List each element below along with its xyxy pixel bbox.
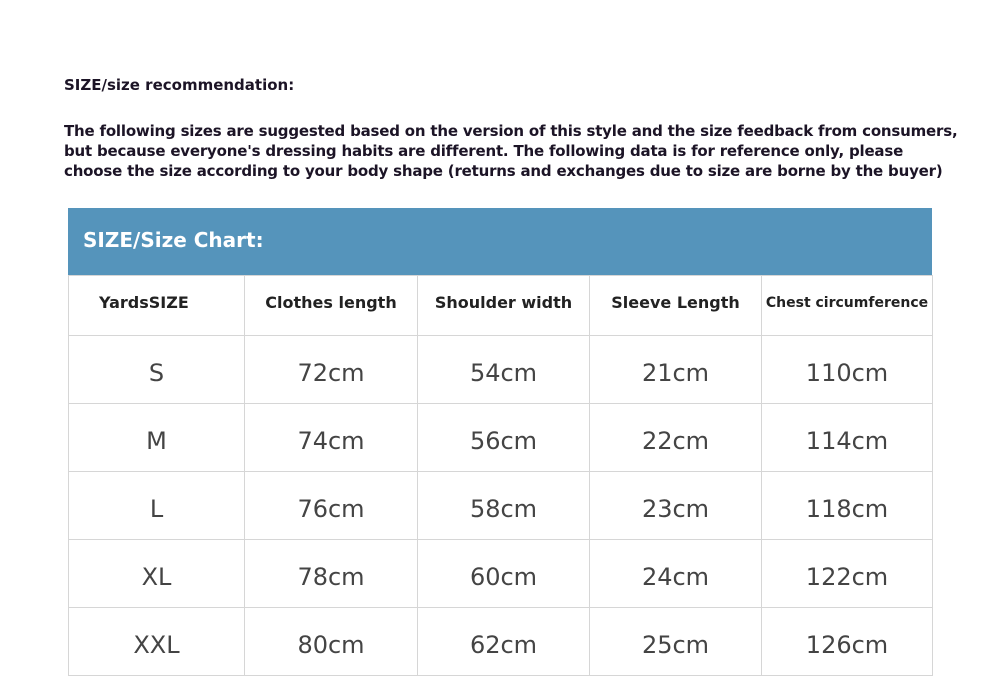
size-cell: XXL [68, 607, 245, 676]
table-row: M 74cm 56cm 22cm 114cm [68, 403, 933, 472]
measurement-cell: 126cm [761, 607, 933, 676]
table-row: L 76cm 58cm 23cm 118cm [68, 471, 933, 540]
table-row: XXL 80cm 62cm 25cm 126cm [68, 607, 933, 676]
size-cell: XL [68, 539, 245, 608]
measurement-cell: 24cm [589, 539, 762, 608]
intro-line: but because everyone's dressing habits a… [64, 142, 904, 160]
measurement-cell: 56cm [417, 403, 590, 472]
measurement-cell: 22cm [589, 403, 762, 472]
header-row: YardsSIZE Clothes length Shoulder width … [68, 275, 933, 336]
page-title: SIZE/size recommendation: [64, 76, 295, 94]
measurement-cell: 118cm [761, 471, 933, 540]
table-row: S 72cm 54cm 21cm 110cm [68, 335, 933, 404]
size-cell: L [68, 471, 245, 540]
column-header: Sleeve Length [589, 275, 762, 336]
column-header: Chest circumference [761, 275, 933, 336]
measurement-cell: 78cm [244, 539, 418, 608]
column-header: Shoulder width [417, 275, 590, 336]
measurement-cell: 74cm [244, 403, 418, 472]
intro-line: The following sizes are suggested based … [64, 122, 958, 140]
intro-line: choose the size according to your body s… [64, 162, 943, 180]
measurement-cell: 110cm [761, 335, 933, 404]
column-header: Clothes length [244, 275, 418, 336]
size-chart-banner: SIZE/Size Chart: [68, 208, 932, 275]
measurement-cell: 80cm [244, 607, 418, 676]
measurement-cell: 23cm [589, 471, 762, 540]
table-row: XL 78cm 60cm 24cm 122cm [68, 539, 933, 608]
size-table: YardsSIZE Clothes length Shoulder width … [68, 275, 933, 676]
intro-text: The following sizes are suggested based … [64, 121, 958, 181]
size-cell: S [68, 335, 245, 404]
measurement-cell: 58cm [417, 471, 590, 540]
size-chart: SIZE/Size Chart: YardsSIZE Clothes lengt… [68, 208, 933, 676]
measurement-cell: 54cm [417, 335, 590, 404]
measurement-cell: 76cm [244, 471, 418, 540]
measurement-cell: 62cm [417, 607, 590, 676]
measurement-cell: 25cm [589, 607, 762, 676]
size-cell: M [68, 403, 245, 472]
measurement-cell: 122cm [761, 539, 933, 608]
measurement-cell: 21cm [589, 335, 762, 404]
column-header: YardsSIZE [68, 275, 245, 336]
measurement-cell: 114cm [761, 403, 933, 472]
measurement-cell: 60cm [417, 539, 590, 608]
measurement-cell: 72cm [244, 335, 418, 404]
